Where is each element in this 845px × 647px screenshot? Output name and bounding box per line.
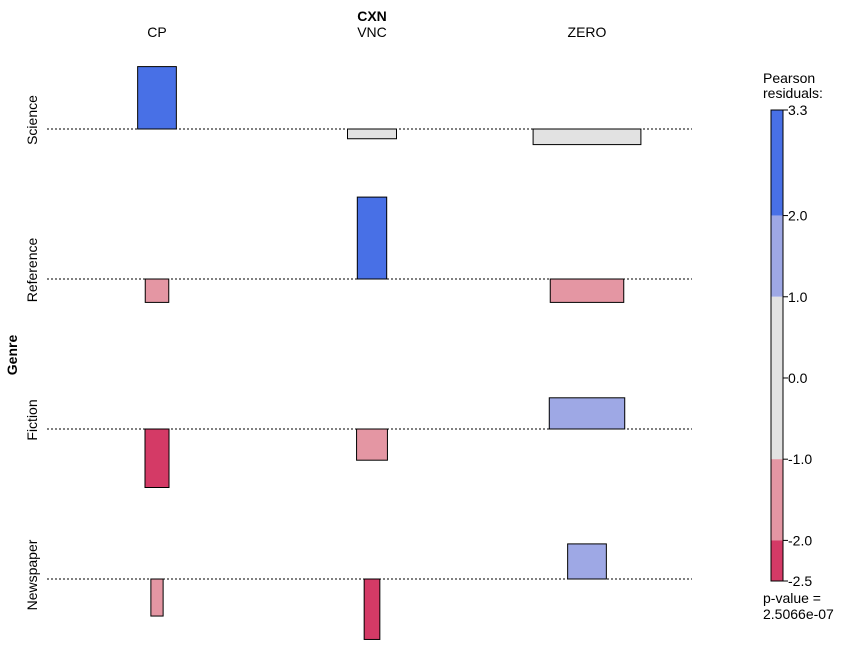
- legend-title-line-2: residuals:: [763, 85, 823, 101]
- row-label-science: Science: [24, 95, 40, 145]
- cell-reference-vnc: [356, 196, 388, 280]
- legend-segment: [771, 110, 783, 216]
- column-label-vnc: VNC: [357, 24, 387, 40]
- cell-science-cp: [137, 66, 177, 130]
- column-label-cp: CP: [147, 24, 166, 40]
- legend-title-line-1: Pearson: [763, 70, 815, 86]
- x-variable-title: CXN: [357, 8, 387, 24]
- legend-color-bar: [770, 109, 784, 582]
- legend-segment: [771, 540, 783, 581]
- legend-tick-label: 2.0: [788, 208, 808, 224]
- row-label-reference: Reference: [24, 237, 40, 302]
- column-label-zero: ZERO: [568, 24, 607, 40]
- legend-tick-label: -2.5: [788, 573, 812, 589]
- legend-tick-label: 3.3: [788, 102, 808, 118]
- baselines: [47, 128, 692, 580]
- legend-segment: [771, 215, 783, 297]
- cell-fiction-cp: [144, 428, 170, 488]
- pvalue-value: 2.5066e-07: [763, 606, 834, 622]
- cell-newspaper-zero: [567, 543, 607, 580]
- residual-cells: [137, 66, 642, 640]
- cell-newspaper-cp: [150, 578, 164, 617]
- row-label-fiction: Fiction: [24, 399, 40, 440]
- row-label-newspaper: Newspaper: [24, 539, 40, 610]
- legend-tick-label: 0.0: [788, 370, 808, 386]
- legend-bar-frame: [770, 109, 784, 582]
- cell-fiction-vnc: [356, 428, 388, 461]
- cell-newspaper-vnc: [363, 578, 381, 640]
- cell-reference-zero: [549, 278, 625, 303]
- legend-segment: [771, 459, 783, 541]
- cell-fiction-zero: [548, 397, 626, 430]
- legend-segment: [771, 296, 783, 460]
- cell-science-zero: [532, 128, 642, 146]
- pvalue-label: p-value =: [763, 590, 821, 606]
- legend-tick-label: -2.0: [788, 532, 812, 548]
- legend-tick-label: 1.0: [788, 289, 808, 305]
- cell-science-vnc: [347, 128, 397, 140]
- legend-tick-label: -1.0: [788, 451, 812, 467]
- y-variable-title: Genre: [4, 335, 20, 376]
- cell-reference-cp: [144, 278, 170, 303]
- legend-ticks: 3.3 2.0 1.0 0.0 -1.0 -2.0 -2.5: [783, 102, 812, 589]
